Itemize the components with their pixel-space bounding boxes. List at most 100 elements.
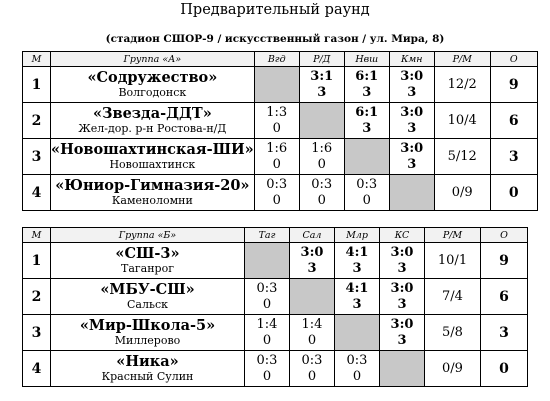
table-row: 1 «СШ-3» Таганрог 3:0 3 4:1 3 3:0 3 10/1 9: [22, 242, 528, 279]
team-city: Красный Сулин: [101, 370, 194, 383]
match-points: 0: [272, 156, 281, 172]
col-header-opponent: Вгд: [253, 51, 300, 67]
match-score: 3:0: [390, 244, 414, 260]
match-points: 3: [362, 120, 372, 136]
team-cell: «Звезда-ДДТ» Жел-дор. р-н Ростова-н/Д: [50, 102, 255, 139]
table-row: 3 «Мир-Школа-5» Миллерово 1:4 0 1:4 0 3:0 3 5/8 3: [22, 314, 528, 351]
match-score: 0:3: [266, 176, 288, 192]
col-header-goals: Р/М: [433, 51, 491, 67]
match-points: 0: [307, 368, 317, 384]
match-score: 1:4: [256, 316, 278, 332]
match-points: 0: [362, 192, 371, 208]
match-score: 6:1: [355, 104, 379, 120]
points-cell: 3: [489, 138, 538, 175]
team-city: Каменоломни: [111, 194, 193, 207]
col-header-goals: Р/М: [424, 227, 481, 243]
page-subtitle: (стадион СШОР-9 / искусственный газон / …: [105, 33, 445, 45]
team-name: «СШ-3»: [115, 245, 180, 262]
team-name: «Содружество»: [87, 69, 218, 86]
place-cell: 4: [22, 350, 51, 387]
team-cell: «МБУ-СШ» Сальск: [50, 278, 245, 315]
group-a-table: М Группа «А» Вгд Р/Д Нвш Кмн Р/М О 1 «Содружество…: [22, 51, 538, 211]
team-cell: «Мир-Школа-5» Миллерово: [50, 314, 245, 351]
match-points: 3: [362, 84, 372, 100]
match-score: 1:6: [311, 140, 333, 156]
goals-cell: 0/9: [424, 350, 481, 387]
col-header-opponent: КС: [379, 227, 425, 243]
col-header-opponent: Р/Д: [298, 51, 345, 67]
match-result-cell: 1:4 0: [244, 314, 290, 351]
place-cell: 1: [22, 66, 51, 103]
team-city: Жел-дор. р-н Ростова-н/Д: [78, 122, 227, 135]
team-cell: «Содружество» Волгодонск: [50, 66, 255, 103]
table-row: 3 «Новошахтинская-ШИ» Новошахтинск 1:6 0 1:6 0…: [22, 138, 538, 175]
place-cell: 2: [22, 278, 51, 315]
match-result-cell: 6:1 3: [343, 102, 390, 139]
team-city: Миллерово: [114, 334, 181, 347]
goals-cell: 10/1: [424, 242, 481, 279]
points-cell: 6: [489, 102, 538, 139]
match-points: 3: [397, 296, 407, 312]
match-points: 3: [397, 260, 407, 276]
match-score: 1:4: [301, 316, 323, 332]
match-score: 3:0: [300, 244, 324, 260]
group-b-table: М Группа «Б» Таг Сал Млр КС Р/М О 1 «СШ-3» Таганро…: [22, 227, 528, 387]
match-points: 0: [317, 156, 326, 172]
goals-cell: 7/4: [424, 278, 481, 315]
points-cell: 0: [489, 174, 538, 211]
table-row: 4 «Ника» Красный Сулин 0:3 0 0:3 0 0:3 0 0/9 0: [22, 350, 528, 387]
match-result-cell: 3:0 3: [388, 66, 435, 103]
match-score: 1:6: [266, 140, 288, 156]
match-points: 0: [262, 296, 272, 312]
points-cell: 9: [489, 66, 538, 103]
col-header-place: М: [22, 227, 51, 243]
col-header-opponent: Сал: [289, 227, 335, 243]
place-cell: 3: [22, 314, 51, 351]
match-result-cell: 4:1 3: [334, 278, 380, 315]
match-result-cell: 1:6 0: [298, 138, 345, 175]
match-score: 0:3: [256, 352, 278, 368]
match-score: 0:3: [301, 352, 323, 368]
team-name: «Мир-Школа-5»: [79, 317, 216, 334]
match-points: 3: [407, 120, 417, 136]
points-cell: 6: [480, 278, 528, 315]
table-row: 2 «МБУ-СШ» Сальск 0:3 0 4:1 3 3:0 3 7/4 6: [22, 278, 528, 315]
self-match-cell: [298, 102, 345, 139]
self-match-cell: [289, 278, 335, 315]
team-name: «Ника»: [116, 353, 179, 370]
points-cell: 3: [480, 314, 528, 351]
match-points: 0: [307, 332, 317, 348]
col-header-opponent: Таг: [244, 227, 290, 243]
table-row: 2 «Звезда-ДДТ» Жел-дор. р-н Ростова-н/Д 1:3…: [22, 102, 538, 139]
match-score: 3:1: [310, 68, 334, 84]
match-score: 3:0: [390, 280, 414, 296]
col-header-opponent: Нвш: [343, 51, 390, 67]
page-title: Предварительный раунд: [180, 2, 370, 18]
match-result-cell: 3:0 3: [379, 242, 425, 279]
self-match-cell: [244, 242, 290, 279]
match-score: 1:3: [266, 104, 288, 120]
match-points: 3: [397, 332, 407, 348]
header-row: М Группа «Б» Таг Сал Млр КС Р/М О: [22, 227, 528, 243]
match-points: 3: [407, 84, 417, 100]
col-header-points: О: [480, 227, 528, 243]
match-score: 0:3: [311, 176, 333, 192]
match-points: 3: [352, 296, 362, 312]
points-cell: 0: [480, 350, 528, 387]
match-result-cell: 1:3 0: [253, 102, 300, 139]
table-row: 4 «Юниор-Гимназия-20» Каменоломни 0:3 0 0:3 0 0…: [22, 174, 538, 211]
team-name: «Новошахтинская-ШИ»: [51, 141, 254, 158]
self-match-cell: [343, 138, 390, 175]
match-points: 0: [352, 368, 362, 384]
team-cell: «Ника» Красный Сулин: [50, 350, 245, 387]
match-points: 0: [262, 332, 272, 348]
table-row: 1 «Содружество» Волгодонск 3:1 3 6:1 3 3:0 3 12/2…: [22, 66, 538, 103]
match-result-cell: 0:3 0: [343, 174, 390, 211]
match-result-cell: 3:0 3: [379, 314, 425, 351]
col-header-group: Группа «А»: [50, 51, 255, 67]
match-score: 3:0: [390, 316, 414, 332]
match-result-cell: 1:4 0: [289, 314, 335, 351]
match-result-cell: 0:3 0: [298, 174, 345, 211]
goals-cell: 12/2: [433, 66, 491, 103]
team-cell: «СШ-3» Таганрог: [50, 242, 245, 279]
